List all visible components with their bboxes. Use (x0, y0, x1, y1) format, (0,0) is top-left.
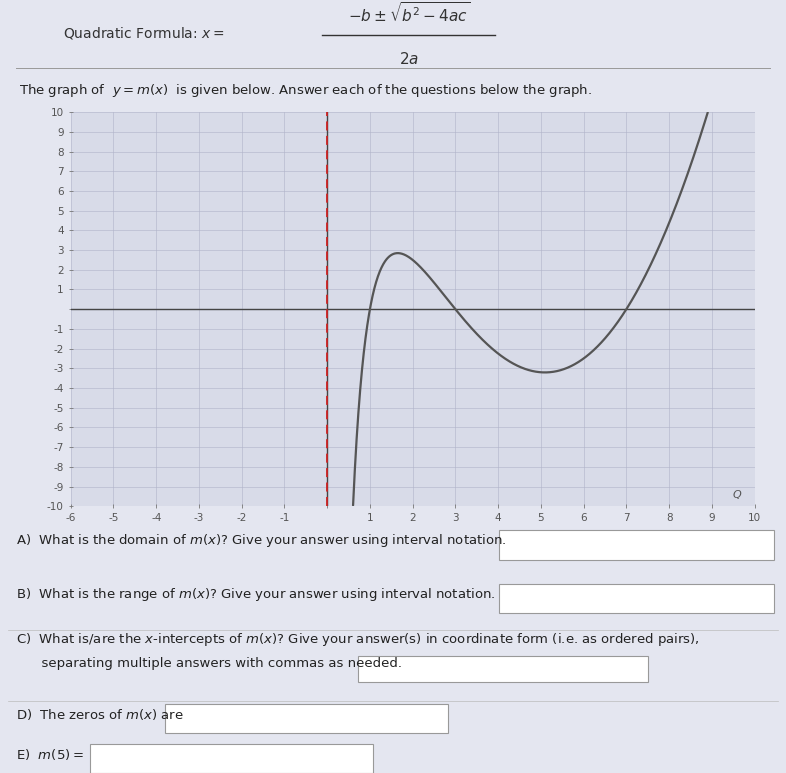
Text: A)  What is the domain of $m(x)$? Give your answer using interval notation.: A) What is the domain of $m(x)$? Give yo… (16, 533, 506, 550)
Text: D)  The zeros of $m(x)$ are: D) The zeros of $m(x)$ are (16, 707, 183, 722)
FancyBboxPatch shape (499, 530, 774, 560)
Text: Quadratic Formula: $x=$: Quadratic Formula: $x=$ (63, 25, 225, 41)
Text: $2a$: $2a$ (399, 51, 419, 66)
Text: Q: Q (733, 490, 742, 500)
FancyBboxPatch shape (165, 703, 448, 733)
FancyBboxPatch shape (358, 656, 648, 683)
Text: $-b\pm\sqrt{b^2-4ac}$: $-b\pm\sqrt{b^2-4ac}$ (347, 2, 470, 26)
FancyBboxPatch shape (499, 584, 774, 613)
FancyBboxPatch shape (90, 744, 373, 773)
Text: B)  What is the range of $m(x)$? Give your answer using interval notation.: B) What is the range of $m(x)$? Give you… (16, 586, 495, 603)
Text: separating multiple answers with commas as needed.: separating multiple answers with commas … (16, 657, 402, 670)
Text: C)  What is/are the $x$-intercepts of $m(x)$? Give your answer(s) in coordinate : C) What is/are the $x$-intercepts of $m(… (16, 632, 700, 648)
Text: The graph of  $y=m(x)$  is given below. Answer each of the questions below the g: The graph of $y=m(x)$ is given below. An… (20, 83, 593, 99)
Text: E)  $m(5) =$: E) $m(5) =$ (16, 747, 83, 762)
